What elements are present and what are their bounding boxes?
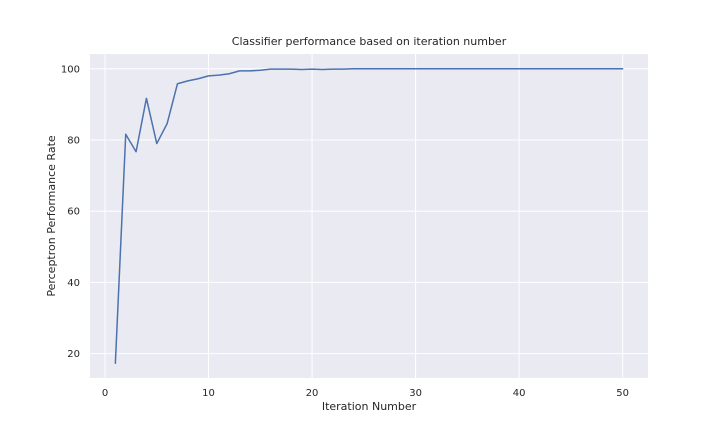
y-tick-label: 60 [67,207,80,218]
plot-area [90,54,648,378]
x-tick-label: 10 [202,388,215,399]
series-line [114,68,624,364]
y-tick-label: 40 [67,278,80,289]
x-axis-label: Iteration Number [322,400,417,413]
x-tick-label: 40 [513,388,526,399]
tick-labels: 0 10 20 30 40 50 20 40 60 80 100 [61,64,629,399]
x-tick-label: 50 [616,388,629,399]
series-layer [114,68,624,364]
x-tick-label: 20 [306,388,319,399]
grid-lines [90,54,648,378]
y-tick-label: 100 [61,64,80,75]
y-tick-label: 80 [67,135,80,146]
chart-title: Classifier performance based on iteratio… [232,35,507,48]
y-axis-label: Perceptron Performance Rate [45,135,58,297]
x-tick-label: 0 [102,388,108,399]
y-tick-label: 20 [67,349,80,360]
x-tick-label: 30 [409,388,422,399]
